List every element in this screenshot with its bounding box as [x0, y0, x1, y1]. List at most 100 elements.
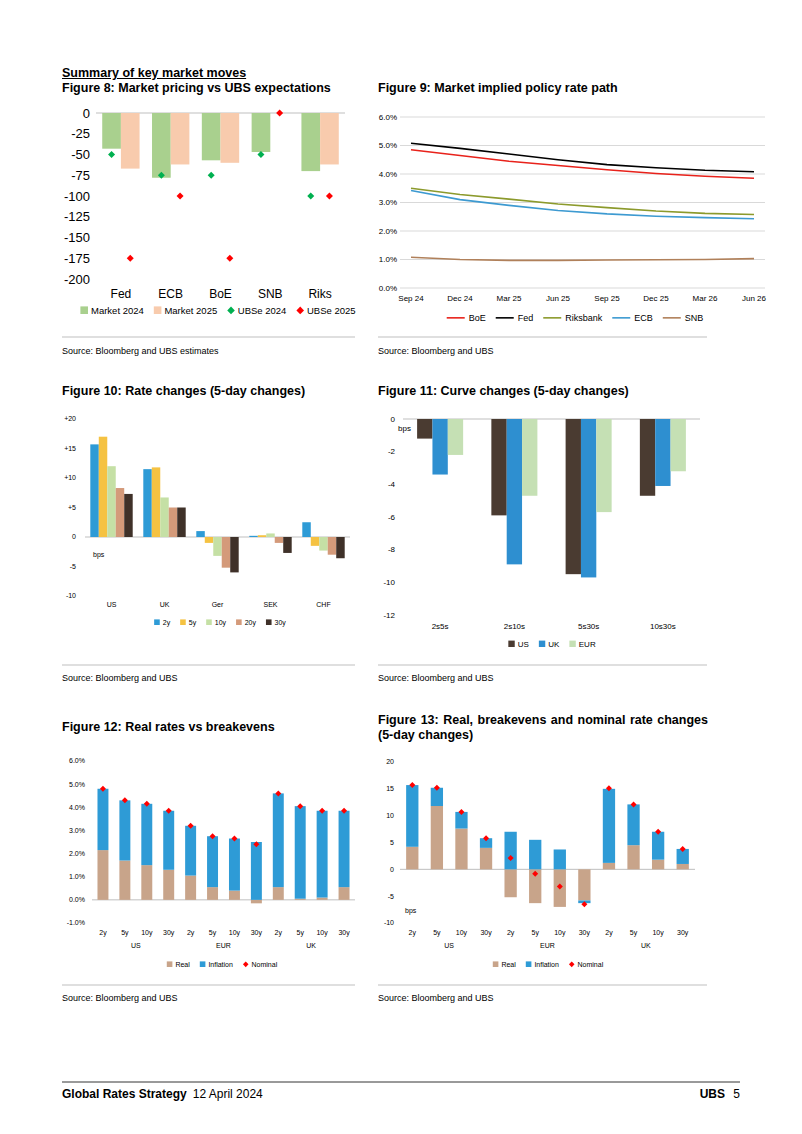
x-tick-label: 10y: [316, 929, 328, 937]
x-tick-label: 2y: [187, 929, 195, 937]
legend-label: Riksbank: [565, 313, 603, 323]
legend: RealInflationNominal: [167, 961, 278, 968]
chart-title: Figure 8: Market pricing vs UBS expectat…: [62, 81, 362, 96]
marker: [275, 790, 281, 796]
bar: [185, 826, 196, 876]
y-tick-label: 5.0%: [379, 141, 397, 150]
x-tick-label: 30y: [251, 929, 263, 937]
y-tick-label: -1.0%: [67, 919, 85, 926]
marker: [483, 835, 489, 841]
legend-swatch: [526, 961, 532, 967]
marker: [122, 797, 128, 803]
bar: [283, 537, 291, 553]
x-tick-label: ECB: [158, 287, 183, 301]
marker: [606, 785, 612, 791]
marker: [341, 808, 347, 814]
bar: [163, 870, 174, 900]
legend-label: 30y: [275, 619, 287, 627]
line: [411, 188, 754, 214]
axis-label: bps: [405, 907, 417, 915]
legend-swatch: [167, 961, 173, 967]
legend-swatch: [154, 619, 160, 625]
x-tick-label: 2y: [507, 929, 515, 937]
x-tick-label: BoE: [209, 287, 232, 301]
chart: 20151050-5-102y5y10y30y2y5y10y30y2y5y10y…: [384, 758, 695, 968]
legend-label: US: [518, 640, 529, 649]
marker: [210, 833, 216, 839]
marker: [144, 801, 150, 807]
y-tick-label: -10: [384, 919, 394, 926]
legend-label: EUR: [579, 640, 596, 649]
bar: [124, 494, 132, 537]
legend-label: UK: [548, 640, 560, 649]
x-tick-label: US: [107, 601, 117, 608]
separator: [378, 985, 707, 986]
legend-swatch: [569, 641, 575, 647]
bar: [185, 876, 196, 900]
legend-swatch: [493, 961, 499, 967]
marker: [508, 855, 514, 861]
y-tick-label: -2: [388, 447, 396, 456]
bar: [229, 891, 240, 900]
marker: [655, 829, 661, 835]
legend-swatch: [447, 317, 465, 319]
bar: [90, 444, 98, 537]
chart: 6.0%5.0%4.0%3.0%2.0%1.0%0.0%-1.0%2y5y10y…: [67, 757, 355, 968]
bar: [627, 804, 639, 845]
legend-swatch: [236, 619, 242, 625]
y-tick-label: +20: [64, 415, 76, 422]
x-tick-label: 10y: [652, 929, 664, 937]
y-tick-label: 0: [390, 866, 394, 873]
legend-label: Real: [501, 961, 516, 968]
legend-swatch: [200, 961, 206, 967]
y-tick-label: +5: [68, 504, 76, 511]
marker: [434, 785, 440, 791]
chart: 0-2-4-6-8-10-122s5s2s10s5s30s10s30sbpsUS…: [383, 415, 700, 649]
x-group-label: UK: [641, 942, 651, 949]
x-tick-label: Riks: [308, 287, 331, 301]
marker: [557, 884, 563, 890]
legend-swatch: [496, 317, 514, 319]
axis-label: bps: [398, 424, 411, 433]
x-tick-label: 30y: [480, 929, 492, 937]
bar: [160, 497, 168, 537]
page-graphics: 0-25-50-75-100-125-150-175-200FedECBBoES…: [0, 0, 802, 1134]
x-group-label: US: [444, 942, 454, 949]
x-tick-label: 10y: [229, 929, 241, 937]
y-tick-label: 4.0%: [379, 170, 397, 179]
bar: [529, 840, 541, 870]
bar: [207, 887, 218, 900]
legend: BoEFedRiksbankECBSNB: [447, 313, 704, 323]
x-tick-label: Dec 25: [643, 294, 669, 303]
legend-label: 10y: [215, 619, 227, 627]
bar: [163, 811, 174, 870]
bar: [205, 537, 213, 543]
bar: [328, 537, 336, 555]
source-note: Source: Bloomberg and UBS estimates: [62, 344, 362, 359]
legend-label: Market 2024: [91, 305, 144, 316]
grid-line: [400, 202, 765, 203]
page: 0-25-50-75-100-125-150-175-200FedECBBoES…: [0, 0, 802, 1134]
bar: [251, 900, 262, 903]
x-tick-label: 2y: [99, 929, 107, 937]
bar: [99, 437, 107, 537]
chart-title: Figure 12: Real rates vs breakevens: [62, 720, 362, 735]
y-tick-label: -150: [64, 230, 90, 245]
legend-label: UBSe 2024: [238, 305, 287, 316]
bar: [336, 537, 344, 558]
x-tick-label: 2y: [275, 929, 283, 937]
bar: [677, 864, 689, 869]
marker: [177, 193, 184, 200]
bar: [652, 860, 664, 870]
marker: [581, 901, 587, 907]
bar: [554, 849, 566, 869]
marker: [208, 172, 215, 179]
bar: [529, 869, 541, 903]
legend: Market 2024Market 2025UBSe 2024UBSe 2025: [80, 305, 355, 316]
chart-title: Figure 13: Real, breakevens and nominal …: [378, 713, 708, 743]
bar: [121, 113, 140, 169]
legend-swatch: [569, 962, 575, 968]
x-tick-label: Jun 25: [546, 294, 571, 303]
bar: [507, 419, 522, 564]
marker: [458, 809, 464, 815]
